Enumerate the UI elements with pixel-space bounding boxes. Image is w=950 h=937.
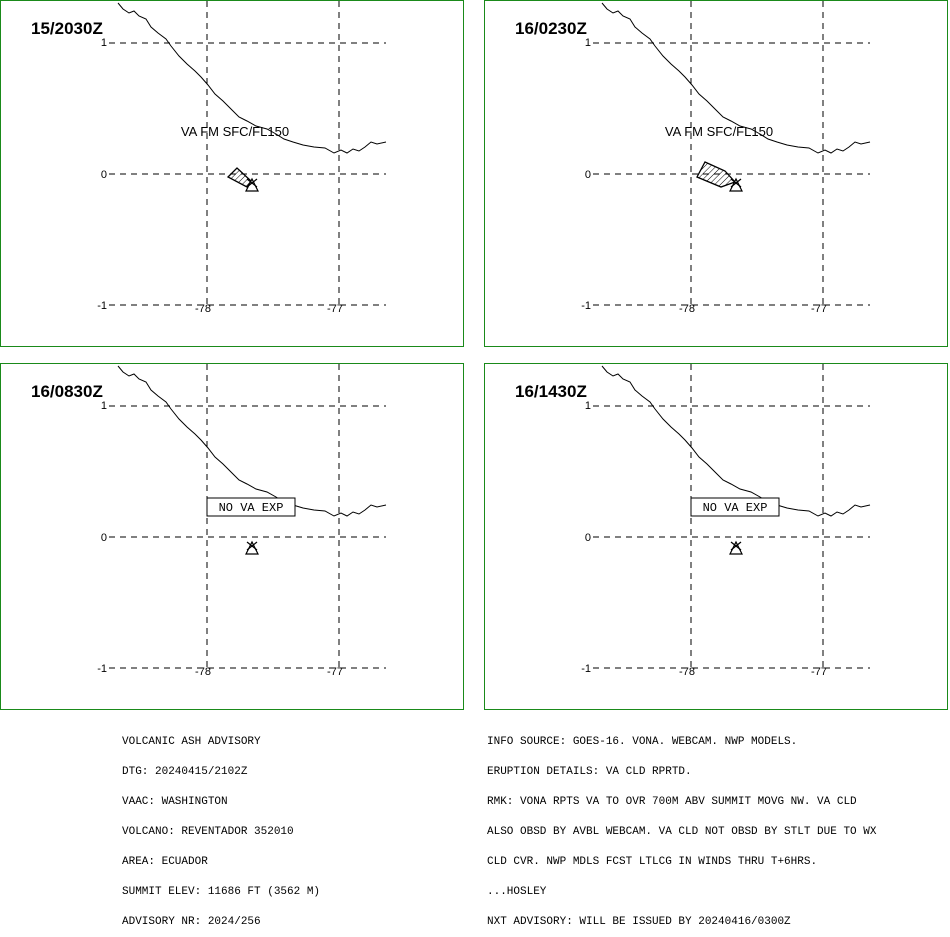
coastline [117,2,387,154]
lon-tick-label: -78 [679,666,695,678]
ash-cloud-polygon [696,161,737,188]
forecast-panel-3: 1 0 -1 -78 -77 NO VA EXP 16/0830Z [0,363,464,710]
advisory-line: VOLCANO: REVENTADOR 352010 [122,826,294,838]
advisory-details-block: INFO SOURCE: GOES-16. VONA. WEBCAM. NWP … [487,717,876,937]
volcano-icon [245,540,259,555]
ash-cloud-label: VA FM SFC/FL150 [665,124,773,139]
lat-tick-label: 1 [101,37,107,49]
lat-tick-label: 0 [585,169,591,181]
advisory-line: DTG: 20240415/2102Z [122,766,248,778]
coastline [601,2,871,154]
coastline [601,365,871,517]
lon-tick-label: -78 [679,303,695,315]
forecast-panel-1: 1 0 -1 -78 -77 VA FM SFC/FL150 15/2030Z [0,0,464,347]
panel-time-label: 16/1430Z [515,382,587,401]
grid-lines [109,1,386,306]
map-canvas: 1 0 -1 -78 -77 NO VA EXP [97,364,387,678]
map-canvas: 1 0 -1 -78 -77 VA FM SFC/FL150 [97,1,387,315]
map-canvas: 1 0 -1 -78 -77 NO VA EXP [581,364,871,678]
forecast-panel-4: 1 0 -1 -78 -77 NO VA EXP 16/1430Z [484,363,948,710]
lat-tick-label: 1 [585,37,591,49]
advisory-line: INFO SOURCE: GOES-16. VONA. WEBCAM. NWP … [487,736,798,748]
lat-tick-label: -1 [581,663,591,675]
lat-tick-label: 0 [101,169,107,181]
lat-tick-label: 0 [585,532,591,544]
coastline [117,365,387,517]
grid-lines [593,364,870,669]
grid-lines [109,364,386,669]
no-ash-box [206,497,296,517]
lat-tick-label: -1 [97,300,107,312]
advisory-line: ERUPTION DETAILS: VA CLD RPRTD. [487,766,692,778]
lat-tick-label: 0 [101,532,107,544]
panel-time-label: 16/0830Z [31,382,103,401]
advisory-line: CLD CVR. NWP MDLS FCST LTLCG IN WINDS TH… [487,856,818,868]
advisory-line: SUMMIT ELEV: 11686 FT (3562 M) [122,886,321,898]
lat-tick-label: -1 [581,300,591,312]
lon-tick-label: -78 [195,303,211,315]
volcano-icon [729,540,743,555]
advisory-line: ADVISORY NR: 2024/256 [122,916,261,928]
lon-tick-label: -77 [811,666,827,678]
advisory-header-block: VOLCANIC ASH ADVISORY DTG: 20240415/2102… [122,717,320,937]
ash-cloud-label: VA FM SFC/FL150 [181,124,289,139]
no-ash-label: NO VA EXP [703,501,768,515]
advisory-line: VOLCANIC ASH ADVISORY [122,736,261,748]
advisory-line: RMK: VONA RPTS VA TO OVR 700M ABV SUMMIT… [487,796,857,808]
lat-tick-label: -1 [97,663,107,675]
forecast-panel-2: 1 0 -1 -78 -77 VA FM SFC/FL150 16/0230Z [484,0,948,347]
advisory-line: ALSO OBSD BY AVBL WEBCAM. VA CLD NOT OBS… [487,826,877,838]
no-ash-label: NO VA EXP [219,501,284,515]
grid-lines [593,1,870,306]
lon-tick-label: -77 [327,666,343,678]
lon-tick-label: -78 [195,666,211,678]
volcano-icon [729,177,743,192]
lat-tick-label: 1 [585,400,591,412]
advisory-line: NXT ADVISORY: WILL BE ISSUED BY 20240416… [487,916,791,928]
lon-tick-label: -77 [811,303,827,315]
map-canvas: 1 0 -1 -78 -77 VA FM SFC/FL150 [581,1,871,315]
volcano-icon [245,177,259,192]
no-ash-box [690,497,780,517]
panel-time-label: 16/0230Z [515,19,587,38]
lon-tick-label: -77 [327,303,343,315]
lat-tick-label: 1 [101,400,107,412]
advisory-line: VAAC: WASHINGTON [122,796,228,808]
ash-cloud-polygon [226,167,252,188]
advisory-line: AREA: ECUADOR [122,856,208,868]
advisory-line: ...HOSLEY [487,886,547,898]
panel-time-label: 15/2030Z [31,19,103,38]
